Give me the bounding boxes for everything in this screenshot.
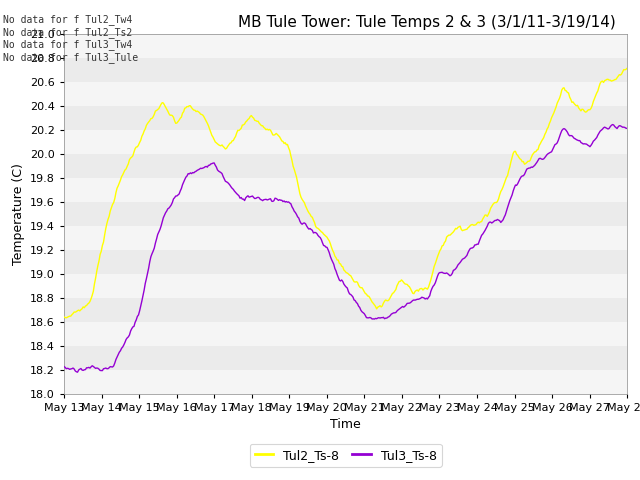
Bar (64, 274, 627, 298)
Tul3_Ts-8 (397, 305, 404, 311)
Bar (64, 346, 627, 370)
Legend: Tul2_Ts-8, Tul3_Ts-8: Tul2_Ts-8, Tul3_Ts-8 (250, 444, 442, 467)
Line: Tul2_Ts-8: Tul2_Ts-8 (64, 68, 627, 318)
Tul2_Ts-8 (329, 248, 337, 253)
Bar (64, 106, 627, 130)
Tul3_Ts-8 (366, 314, 374, 320)
Bar (64, 370, 627, 394)
Bar (64, 58, 627, 82)
Tul3_Ts-8 (332, 268, 340, 274)
Y-axis label: Temperature (C): Temperature (C) (12, 163, 24, 264)
Tul3_Ts-8 (612, 125, 620, 131)
Bar (64, 82, 627, 106)
Bar (64, 226, 627, 250)
Tul2_Ts-8 (623, 65, 631, 71)
Tul3_Ts-8 (523, 166, 531, 172)
Tul2_Ts-8 (523, 160, 531, 166)
Tul2_Ts-8 (60, 314, 68, 320)
Bar (64, 202, 627, 226)
Bar (64, 250, 627, 274)
Bar (64, 178, 627, 202)
Tul3_Ts-8 (623, 125, 631, 131)
X-axis label: Time: Time (330, 418, 361, 431)
Tul3_Ts-8 (329, 259, 337, 264)
Tul2_Ts-8 (611, 77, 619, 83)
Bar (64, 34, 627, 58)
Tul3_Ts-8 (74, 369, 81, 375)
Tul2_Ts-8 (397, 278, 404, 284)
Tul3_Ts-8 (60, 364, 68, 370)
Text: MB Tule Tower: Tule Temps 2 & 3 (3/1/11-3/19/14): MB Tule Tower: Tule Temps 2 & 3 (3/1/11-… (238, 15, 616, 30)
Tul2_Ts-8 (63, 315, 70, 321)
Bar (64, 322, 627, 346)
Tul2_Ts-8 (366, 295, 374, 301)
Tul3_Ts-8 (609, 121, 616, 127)
Bar (64, 298, 627, 322)
Bar (64, 130, 627, 154)
Bar (64, 154, 627, 178)
Line: Tul3_Ts-8: Tul3_Ts-8 (64, 124, 627, 372)
Tul2_Ts-8 (332, 255, 340, 261)
Text: No data for f Tul2_Tw4
No data for f Tul2_Ts2
No data for f Tul3_Tw4
No data for: No data for f Tul2_Tw4 No data for f Tul… (3, 14, 138, 63)
